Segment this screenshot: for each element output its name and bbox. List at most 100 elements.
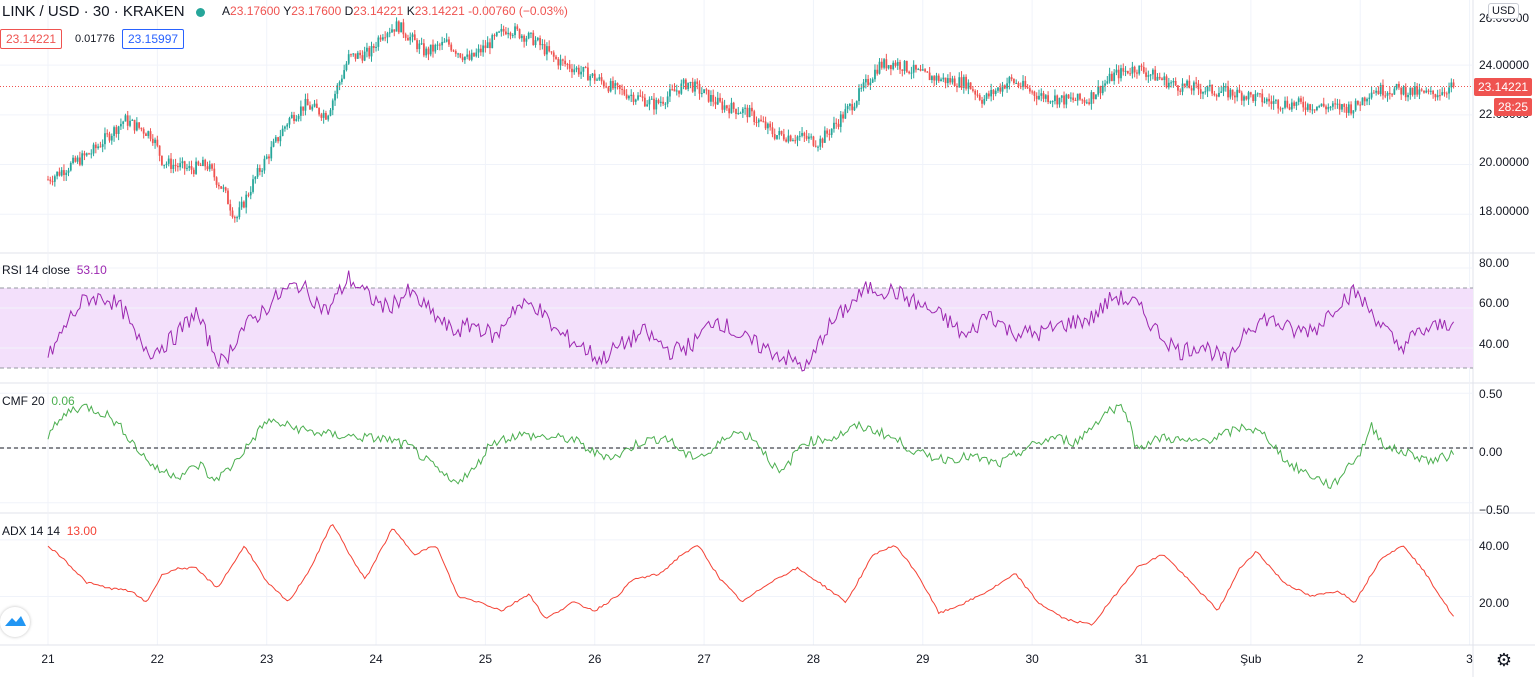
sell-button[interactable]: 23.14221 xyxy=(0,29,63,49)
candle-body xyxy=(965,76,967,89)
time-axis-label: 21 xyxy=(41,652,55,666)
candle-body xyxy=(928,72,931,81)
cmf-value: 0.06 xyxy=(51,394,75,408)
candle-body xyxy=(265,156,268,159)
candle-body xyxy=(1350,104,1352,114)
candle-body xyxy=(976,94,979,96)
candle-body xyxy=(340,78,343,82)
candle-body xyxy=(402,22,405,35)
candle-body xyxy=(924,69,926,72)
candle-body xyxy=(864,78,867,83)
candle-body xyxy=(416,40,418,50)
candle-body xyxy=(1281,107,1284,109)
candle-body xyxy=(874,69,876,80)
candle-body xyxy=(1156,76,1159,81)
adx-label[interactable]: ADX 14 14 13.00 xyxy=(2,524,97,538)
candle-body xyxy=(1370,92,1373,98)
cmf-label[interactable]: CMF 20 0.06 xyxy=(2,394,75,408)
candle-body xyxy=(1006,83,1008,89)
candle-body xyxy=(1302,101,1305,108)
candle-body xyxy=(170,158,172,169)
candle-body xyxy=(1186,80,1188,86)
candle-body xyxy=(557,58,560,66)
candle-body xyxy=(880,61,883,68)
rsi-tick: 40.00 xyxy=(1479,337,1510,351)
tradingview-logo-icon[interactable] xyxy=(0,607,30,637)
candle-body xyxy=(97,146,100,149)
candle-body xyxy=(117,126,120,134)
candle-body xyxy=(1110,73,1113,81)
gear-icon[interactable]: ⚙ xyxy=(1495,650,1513,670)
candle-body xyxy=(1174,81,1177,86)
candle-body xyxy=(1441,92,1444,96)
candle-body xyxy=(1222,86,1225,92)
symbol-title[interactable]: LINK / USD · 30 · KRAKEN xyxy=(2,3,185,20)
candle-body xyxy=(338,81,341,86)
candle-body xyxy=(564,60,567,65)
rsi-tick: 80.00 xyxy=(1479,256,1510,270)
candle-body xyxy=(1234,95,1236,98)
candle-body xyxy=(593,73,596,81)
candle-body xyxy=(623,89,626,95)
candle-body xyxy=(830,128,833,135)
candle-body xyxy=(375,46,377,48)
candle-body xyxy=(1085,102,1088,104)
close-label: K xyxy=(406,4,415,18)
candle-body xyxy=(994,90,997,94)
candle-body xyxy=(587,67,589,81)
candle-body xyxy=(801,133,803,136)
candle-body xyxy=(320,114,323,118)
candle-body xyxy=(855,101,858,107)
candle-body xyxy=(525,38,528,42)
candle-body xyxy=(176,166,179,168)
candle-body xyxy=(290,114,293,119)
candle-body xyxy=(1074,100,1077,102)
time-axis[interactable]: 21 22 23 24 25 26 27 28 29 30 31 Şub 2 3 xyxy=(0,650,1473,670)
candle-body xyxy=(1309,104,1311,110)
spread-value: 0.01776 xyxy=(75,33,115,45)
candle-body xyxy=(1088,102,1091,104)
candle-body xyxy=(1126,70,1129,74)
candle-body xyxy=(908,71,911,74)
candle-body xyxy=(687,82,690,90)
candle-body xyxy=(135,122,138,131)
candle-body xyxy=(616,83,619,86)
candle-body xyxy=(883,59,885,68)
candle-body xyxy=(721,101,724,110)
candle-body xyxy=(49,179,52,182)
candle-body xyxy=(270,146,273,159)
candle-body xyxy=(851,104,854,111)
price-tick: 24.00000 xyxy=(1479,58,1530,72)
candle-body xyxy=(1418,89,1421,95)
candle-body xyxy=(643,97,646,107)
candle-body xyxy=(104,133,106,145)
candle-body xyxy=(281,128,284,136)
candle-body xyxy=(518,29,521,39)
buy-button[interactable]: 23.15997 xyxy=(122,29,185,49)
candle-body xyxy=(614,83,617,89)
time-axis-label: 2 xyxy=(1356,652,1364,666)
candle-body xyxy=(839,114,842,127)
candle-body xyxy=(1204,91,1207,93)
candle-body xyxy=(1183,83,1186,86)
price-tick: 20.00000 xyxy=(1479,155,1530,169)
candle-body xyxy=(368,47,371,57)
candle-body xyxy=(1031,91,1034,93)
candle-body xyxy=(174,164,177,167)
candle-body xyxy=(493,35,496,37)
candle-body xyxy=(732,102,735,109)
candle-body xyxy=(1106,81,1109,84)
candle-body xyxy=(582,67,585,72)
candle-body xyxy=(641,96,644,98)
candle-body xyxy=(876,69,879,74)
candle-body xyxy=(441,41,444,46)
currency-badge[interactable]: USD xyxy=(1488,3,1520,19)
rsi-label[interactable]: RSI 14 close 53.10 xyxy=(2,263,107,277)
candle-body xyxy=(946,78,949,84)
candle-body xyxy=(1377,90,1380,95)
candle-body xyxy=(1049,101,1052,103)
time-axis-label: 28 xyxy=(806,652,821,666)
candle-body xyxy=(766,123,769,129)
candle-body xyxy=(500,28,503,32)
